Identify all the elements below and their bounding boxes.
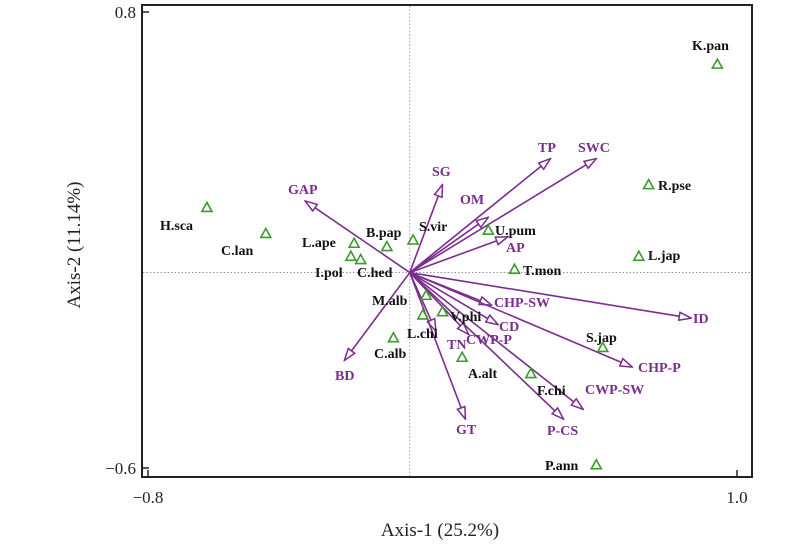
y-tick-label: −0.6 [105,459,136,478]
species-triangle-icon [200,200,214,213]
vector-arrow-om [409,217,489,274]
species-triangle-icon [632,249,646,262]
species-label: L.ape [302,236,336,251]
species-label: S.jap [586,331,617,346]
vector-label: OM [460,193,484,208]
x-tick-label: 1.0 [726,488,747,507]
species-label: L.chi [407,327,438,342]
vector-arrow-sg [409,185,443,273]
species-label: T.mon [523,264,561,279]
species-triangle-icon [508,262,521,275]
vector-label: SWC [578,141,610,156]
vector-arrow-id [409,271,691,319]
species-label: K.pan [692,39,729,54]
species-triangle-icon [711,57,724,69]
species-label: P.ann [545,459,579,474]
species-triangle-icon [347,236,361,249]
vector-arrow-cwp-sw [409,271,583,410]
species-label: S.vir [419,220,447,235]
species-triangle-icon [481,223,495,236]
species-label: A.alt [468,367,498,382]
vector-arrow-p-cs [409,271,564,420]
y-axis-title: Axis-2 (11.14%) [64,182,85,309]
vector-label: BD [335,369,354,384]
vector-label: GAP [288,183,318,198]
plot-frame [141,4,753,478]
vector-label: ID [693,312,709,327]
species-label: U.pum [495,224,536,239]
species-triangle-icon [387,331,400,343]
vector-label: CHP-P [638,361,681,376]
vector-label: CHP-SW [494,296,550,311]
species-triangle-icon [589,458,603,470]
species-triangle-icon [380,239,394,252]
vector-label: P-CS [547,424,578,439]
vector-label: TP [538,141,556,156]
species-label: I.pol [315,266,343,281]
species-label: L.jap [648,249,681,264]
species-triangle-icon [354,252,368,265]
species-label: M.alb [372,294,408,309]
species-triangle-icon [344,249,358,262]
vector-label: GT [456,423,477,438]
species-triangle-icon [436,305,449,317]
species-triangle-icon [406,233,420,245]
vector-label: TN [447,338,466,353]
x-tick-label: −0.8 [133,488,164,507]
vector-arrow-swc [409,159,597,274]
vector-label: CWP-SW [585,383,644,398]
vector-label: CD [499,320,519,335]
species-triangle-icon [419,288,433,301]
species-triangle-icon [596,340,610,353]
species-triangle-icon [455,350,469,363]
vector-arrow-gap [305,201,411,274]
vector-arrow-bd [344,272,411,361]
species-triangle-icon [259,226,273,239]
species-label: R.pse [658,179,691,194]
vector-arrow-chp-p [409,271,633,367]
species-triangle-icon [642,177,656,190]
vector-arrow-gt [409,272,466,420]
vector-label: SG [432,165,451,180]
species-triangle-icon [416,308,430,320]
x-axis-title: Axis-1 (25.2%) [381,520,499,541]
vector-arrow-cd [409,271,498,325]
species-label: H.sca [160,219,193,234]
species-label: C.lan [221,244,254,259]
species-label: F.chi [537,384,566,399]
species-label: C.alb [374,347,407,362]
vector-arrow-tp [409,159,551,274]
vector-label: AP [506,241,525,256]
species-triangle-icon [524,366,538,379]
vector-arrow-ap [409,237,508,274]
species-label: V.phi [450,310,481,325]
y-tick-label: 0.8 [115,3,136,22]
species-label: C.hed [357,266,393,281]
species-label: B.pap [366,226,402,241]
